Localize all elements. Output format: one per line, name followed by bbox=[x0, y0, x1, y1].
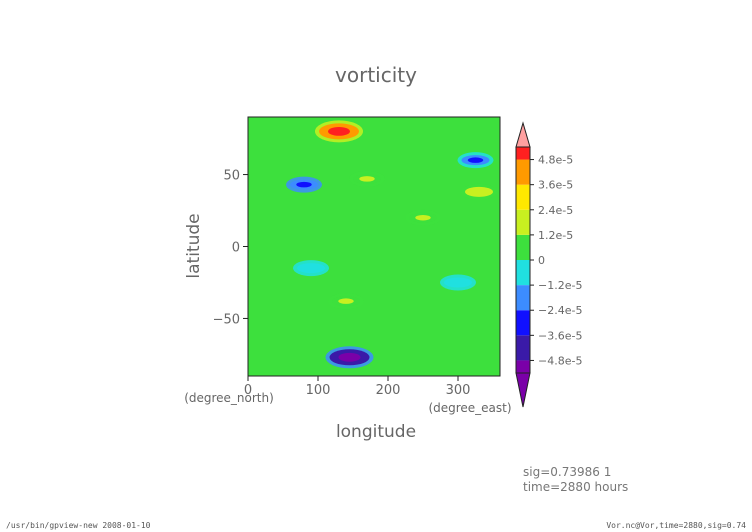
colorbar-label: 0 bbox=[538, 254, 545, 267]
colorbar-max-arrow bbox=[515, 121, 531, 148]
footer-left: /usr/bin/gpview-new 2008-01-10 bbox=[6, 521, 151, 530]
colorbar-label: −2.4e-5 bbox=[538, 304, 582, 317]
colorbar-segment bbox=[516, 159, 530, 185]
footer-right: Vor.nc@Vor,time=2880,sig=0.74 bbox=[606, 521, 746, 530]
x-unit-label: (degree_east) bbox=[428, 401, 511, 415]
colorbar-segment bbox=[516, 360, 530, 373]
x-tick-label: 300 bbox=[446, 383, 471, 398]
vorticity-feature-core bbox=[359, 176, 375, 182]
y-tick-label: 50 bbox=[223, 169, 240, 184]
x-tick-label: 0 bbox=[244, 383, 252, 398]
colorbar-segment bbox=[516, 147, 530, 160]
y-tick-label: 0 bbox=[232, 241, 240, 256]
colorbar-label: 3.6e-5 bbox=[538, 179, 573, 192]
vorticity-feature-core bbox=[450, 279, 466, 286]
colorbar: 4.8e-5 3.6e-5 2.4e-5 1.2e-5 0 −1.2e-5 −2.4e-5 −… bbox=[515, 121, 582, 408]
colorbar-segment bbox=[516, 285, 530, 311]
time-text: time=2880 hours bbox=[523, 480, 629, 494]
vorticity-feature-core bbox=[467, 157, 484, 163]
colorbar-label: 1.2e-5 bbox=[538, 229, 573, 242]
vorticity-field bbox=[286, 120, 497, 369]
meta-info: sig=0.73986 1 time=2880 hours bbox=[523, 465, 628, 495]
chart-title: vorticity bbox=[335, 63, 417, 87]
sig-text: sig=0.73986 1 bbox=[523, 465, 612, 479]
y-axis-title: latitude bbox=[184, 213, 204, 278]
x-axis: 0 100 200 300 bbox=[244, 376, 471, 398]
vorticity-feature-core bbox=[471, 189, 487, 195]
colorbar-segment bbox=[516, 310, 530, 336]
colorbar-segment bbox=[516, 184, 530, 210]
colorbar-label: −4.8e-5 bbox=[538, 354, 582, 367]
y-tick-label: −50 bbox=[213, 312, 240, 327]
vorticity-feature-core bbox=[338, 352, 361, 362]
vorticity-feature-core bbox=[328, 126, 350, 136]
plot-area bbox=[247, 116, 501, 377]
colorbar-segment bbox=[516, 260, 530, 286]
colorbar-segment bbox=[516, 234, 530, 260]
vorticity-feature-core bbox=[303, 265, 319, 271]
colorbar-segment bbox=[516, 209, 530, 235]
colorbar-label: −1.2e-5 bbox=[538, 279, 582, 292]
colorbar-label: 4.8e-5 bbox=[538, 154, 573, 167]
x-axis-title: longitude bbox=[336, 422, 416, 442]
x-tick-label: 200 bbox=[376, 383, 401, 398]
colorbar-segment bbox=[516, 335, 530, 361]
vorticity-feature-core bbox=[338, 298, 354, 304]
vorticity-feature-core bbox=[296, 181, 312, 188]
x-tick-label: 100 bbox=[306, 383, 331, 398]
vorticity-feature-core bbox=[415, 214, 431, 221]
y-axis: 50 0 −50 bbox=[213, 169, 248, 327]
y-unit-label: (degree_north) bbox=[184, 391, 274, 405]
colorbar-min-arrow bbox=[515, 372, 531, 408]
colorbar-label: −3.6e-5 bbox=[538, 329, 582, 342]
colorbar-label: 2.4e-5 bbox=[538, 204, 573, 217]
